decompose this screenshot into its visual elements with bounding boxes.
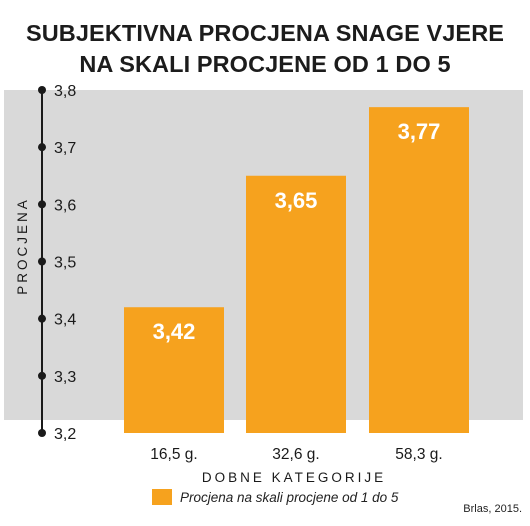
source-citation: Brlas, 2015. xyxy=(463,503,522,515)
bar-value-label: 3,65 xyxy=(275,188,318,213)
chart-title-line-2: NA SKALI PROCJENE OD 1 DO 5 xyxy=(79,51,451,77)
legend-label: Procjena na skali procjene od 1 do 5 xyxy=(180,489,399,505)
y-axis-tick xyxy=(38,257,46,266)
y-tick-label: 3,7 xyxy=(54,140,76,157)
y-axis-tick xyxy=(38,143,46,152)
bar-value-label: 3,77 xyxy=(398,119,441,144)
y-axis-tick xyxy=(38,371,46,380)
y-tick-label: 3,2 xyxy=(54,426,76,443)
y-axis-tick xyxy=(38,429,46,437)
y-tick-label: 3,3 xyxy=(54,369,76,386)
y-axis-title: PROCJENA xyxy=(15,197,30,295)
bar xyxy=(369,107,469,434)
chart-title-line-1: SUBJEKTIVNA PROCJENA SNAGE VJERE xyxy=(25,20,505,46)
legend-swatch xyxy=(152,489,172,505)
x-tick-label: 16,5 g. xyxy=(150,446,197,463)
y-axis-tick xyxy=(38,314,46,323)
bar-value-label: 3,42 xyxy=(153,319,196,344)
y-tick-label: 3,8 xyxy=(54,83,76,100)
legend: Procjena na skali procjene od 1 do 5 xyxy=(152,489,398,505)
y-tick-label: 3,5 xyxy=(54,255,76,272)
chart-title: SUBJEKTIVNA PROCJENA SNAGE VJERE NA SKAL… xyxy=(0,18,530,80)
x-axis-title: DOBNE KATEGORIJE xyxy=(202,470,386,485)
bar xyxy=(246,175,346,433)
bar xyxy=(124,307,224,433)
y-tick-label: 3,6 xyxy=(54,197,76,214)
y-axis-tick xyxy=(38,200,46,209)
x-tick-label: 32,6 g. xyxy=(272,446,319,463)
y-tick-label: 3,4 xyxy=(54,312,76,329)
y-axis-tick xyxy=(38,86,46,94)
x-tick-label: 58,3 g. xyxy=(395,446,442,463)
